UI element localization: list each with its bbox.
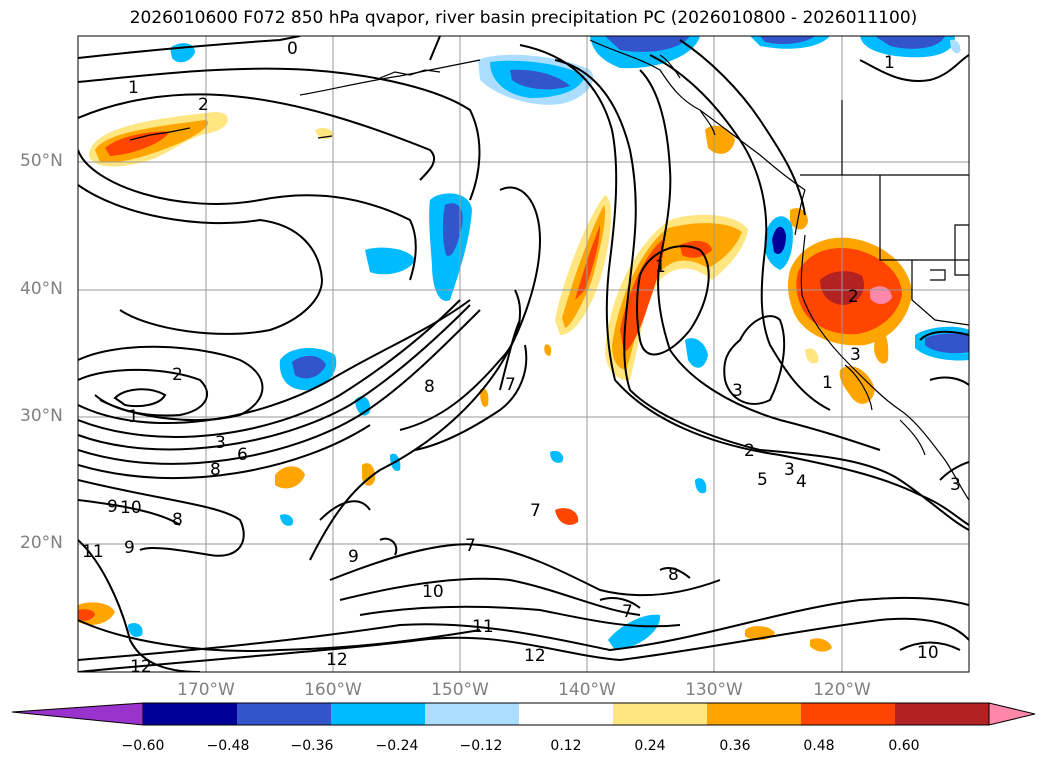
colorbar-tick-label: −0.60 (121, 738, 165, 754)
lon-label: 150°W (431, 680, 489, 700)
lat-label: 50°N (20, 151, 63, 171)
contour-label: 12 (326, 650, 348, 670)
lat-label: 20°N (20, 533, 63, 553)
contour-label: 10 (422, 582, 444, 602)
contour-label: 5 (757, 470, 768, 490)
colorbar-swatch (519, 703, 614, 725)
contour-label: 2 (198, 95, 209, 115)
colorbar-tick-label: 0.12 (550, 738, 582, 754)
contour-label: 7 (465, 536, 476, 556)
colorbar-tick-label: −0.36 (290, 738, 334, 754)
colorbar-swatch (237, 703, 332, 725)
contour-label: 8 (424, 377, 435, 397)
contour-label: 3 (950, 475, 961, 495)
contour-label: 3 (215, 433, 226, 453)
map-frame (77, 35, 970, 673)
lon-label: 130°W (685, 680, 743, 700)
map-title: 2026010600 F072 850 hPa qvapor, river ba… (129, 8, 918, 28)
contour-label: 7 (622, 602, 633, 622)
contour-labels: 0 1 2 1 2 1 3 6 8 9 10 8 9 11 12 12 12 1… (82, 39, 961, 677)
contour-label: 12 (524, 646, 546, 666)
precip-pc-shading (78, 36, 969, 652)
contour-label: 11 (82, 542, 104, 562)
qvapor-contours (78, 36, 969, 672)
contour-label: 7 (505, 375, 516, 395)
colorbar (11, 702, 1036, 726)
colorbar-swatch (425, 703, 520, 725)
lon-label: 170°W (177, 680, 235, 700)
colorbar-tick-label: 0.24 (634, 738, 666, 754)
contour-label: 2 (744, 441, 755, 461)
lat-label: 30°N (20, 406, 63, 426)
contour-label: 1 (128, 407, 139, 427)
contour-label: 12 (130, 657, 152, 677)
colorbar-swatch (143, 703, 238, 725)
lon-label: 120°W (813, 680, 871, 700)
colorbar-tick-label: 0.36 (719, 738, 751, 754)
contour-label: 10 (917, 643, 939, 663)
lon-label: 140°W (558, 680, 616, 700)
contour-label: 3 (850, 345, 861, 365)
contour-label: 3 (732, 381, 743, 401)
colorbar-tick-label: −0.48 (206, 738, 250, 754)
contour-label: 1 (128, 78, 139, 98)
contour-label: 9 (348, 547, 359, 567)
contour-label: 11 (472, 617, 494, 637)
contour-label: 3 (784, 460, 795, 480)
contour-label: 1 (822, 373, 833, 393)
colorbar-tick-label: 0.60 (888, 738, 920, 754)
colorbar-swatch (895, 703, 990, 725)
contour-label: 9 (107, 497, 118, 517)
lat-label: 40°N (20, 279, 63, 299)
colorbar-swatch (801, 703, 896, 725)
contour-label: 8 (668, 565, 679, 585)
contour-label: 6 (237, 445, 248, 465)
contour-label: 0 (287, 39, 298, 59)
lon-label: 160°W (304, 680, 362, 700)
map-area (78, 36, 969, 672)
contour-label: 1 (655, 257, 666, 277)
contour-label: 2 (172, 365, 183, 385)
contour-label: 8 (172, 510, 183, 530)
colorbar-swatch (331, 703, 426, 725)
contour-label: 10 (120, 498, 142, 518)
colorbar-low-extension (11, 702, 144, 726)
contour-label: 2 (848, 287, 859, 307)
contour-label: 1 (884, 53, 895, 73)
colorbar-swatch (707, 703, 802, 725)
colorbar-tick-label: 0.48 (803, 738, 835, 754)
colorbar-tick-label: −0.24 (375, 738, 419, 754)
contour-label: 4 (796, 472, 807, 492)
contour-label: 8 (210, 460, 221, 480)
colorbar-swatch (613, 703, 708, 725)
contour-label: 7 (530, 501, 541, 521)
colorbar-high-extension (988, 702, 1036, 726)
contour-label: 9 (124, 538, 135, 558)
coastlines (129, 39, 969, 501)
colorbar-tick-label: −0.12 (459, 738, 503, 754)
